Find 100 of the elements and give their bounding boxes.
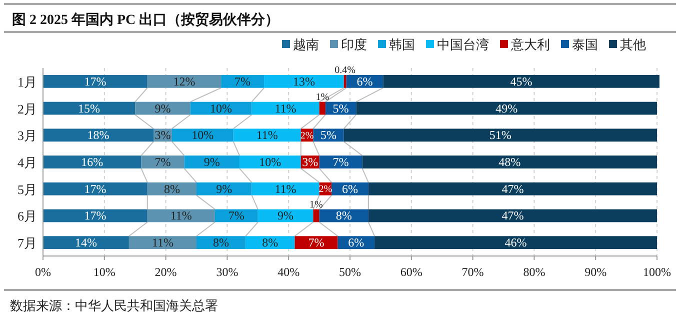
bar	[141, 156, 184, 168]
data-label: 11%	[256, 128, 278, 142]
bar	[252, 182, 320, 196]
data-label: 9%	[154, 101, 171, 116]
data-label: 12%	[173, 74, 196, 88]
bar	[246, 236, 295, 250]
bar	[368, 209, 657, 222]
data-label: 1%	[310, 199, 323, 210]
bar	[383, 74, 660, 88]
data-label: 17%	[84, 208, 106, 223]
data-label: 17%	[84, 74, 106, 88]
bar	[239, 156, 301, 168]
bar	[264, 74, 344, 88]
data-label: 1%	[316, 92, 330, 103]
bar	[147, 74, 222, 88]
legend-label: 其他	[620, 37, 646, 52]
bar	[43, 74, 148, 88]
data-label: 16%	[81, 155, 104, 169]
y-tick-label: 5月	[18, 182, 37, 197]
chart-title: 图 2 2025 年国内 PC 出口（按贸易伙伴分）	[12, 11, 280, 28]
data-label: 6%	[348, 236, 364, 250]
legend-label: 韩国	[389, 37, 415, 52]
bar	[43, 128, 154, 142]
data-label: 6%	[342, 182, 358, 196]
bar	[172, 128, 234, 142]
data-label: 7%	[308, 236, 324, 250]
data-label: 5%	[332, 101, 349, 116]
bar	[43, 236, 129, 250]
bar	[313, 209, 320, 222]
data-label: 47%	[502, 208, 524, 223]
data-label: 11%	[274, 182, 296, 196]
data-label: 6%	[356, 74, 373, 88]
x-tick-label: 10%	[93, 265, 116, 279]
data-label: 8%	[213, 236, 230, 250]
bar	[344, 128, 657, 142]
data-label: 3%	[154, 128, 171, 142]
data-label: 46%	[504, 236, 527, 250]
x-tick-label: 80%	[523, 265, 546, 279]
data-label: 17%	[84, 182, 106, 196]
data-label: 49%	[496, 101, 518, 116]
data-label: 8%	[336, 208, 352, 223]
x-tick-label: 100%	[643, 265, 671, 279]
data-label: 51%	[489, 128, 512, 142]
x-tick-label: 0%	[35, 265, 51, 279]
data-label: 11%	[170, 208, 192, 223]
data-label: 9%	[216, 182, 232, 196]
bar	[128, 236, 196, 250]
bar	[221, 74, 264, 88]
x-tick-label: 30%	[216, 265, 238, 279]
y-tick-label: 1月	[18, 74, 37, 90]
data-label: 7%	[234, 74, 251, 88]
data-label: 15%	[78, 101, 100, 116]
x-tick-label: 40%	[278, 265, 300, 279]
data-label: 7%	[332, 155, 349, 169]
legend-label: 泰国	[572, 37, 598, 52]
source-note: 数据来源：中华人民共和国海关总署	[10, 298, 218, 313]
y-tick-label: 7月	[18, 236, 37, 251]
data-label: 8%	[262, 236, 278, 250]
data-label: 0.4%	[334, 64, 356, 76]
data-label: 14%	[74, 236, 97, 250]
x-tick-label: 90%	[584, 265, 607, 279]
data-label: 7%	[154, 155, 171, 169]
bar	[43, 156, 142, 168]
bar	[368, 182, 657, 196]
bar	[374, 236, 657, 250]
data-label: 48%	[498, 155, 521, 169]
bar	[43, 182, 148, 196]
bar	[356, 102, 657, 115]
bar	[362, 156, 657, 168]
x-tick-label: 70%	[462, 265, 484, 279]
bar	[184, 156, 240, 168]
data-label: 10%	[210, 101, 232, 116]
x-tick-label: 60%	[400, 265, 422, 279]
bar	[344, 74, 346, 88]
legend-label: 意大利	[510, 37, 550, 52]
x-tick-label: 20%	[154, 265, 177, 279]
bar	[319, 156, 362, 168]
bar	[233, 128, 301, 142]
data-label: 13%	[292, 74, 315, 88]
data-label: 18%	[87, 128, 110, 142]
data-label: 10%	[192, 128, 214, 142]
data-label: 5%	[320, 128, 337, 142]
data-label: 9%	[278, 208, 294, 223]
y-tick-label: 2月	[18, 101, 37, 116]
y-tick-label: 4月	[18, 155, 37, 170]
bar	[319, 102, 326, 115]
data-label: 47%	[502, 182, 524, 196]
data-label: 11%	[152, 236, 174, 250]
data-label: 7%	[228, 208, 244, 223]
data-label: 11%	[274, 101, 296, 116]
legend-label: 中国台湾	[437, 37, 489, 52]
bar	[43, 209, 148, 222]
bar	[196, 182, 252, 196]
y-tick-label: 3月	[18, 128, 37, 144]
bar	[43, 102, 136, 115]
bar	[294, 236, 338, 250]
x-tick-label: 50%	[339, 265, 361, 279]
data-label: 10%	[259, 155, 282, 169]
legend-label: 越南	[293, 37, 319, 52]
data-label: 3%	[302, 155, 318, 169]
